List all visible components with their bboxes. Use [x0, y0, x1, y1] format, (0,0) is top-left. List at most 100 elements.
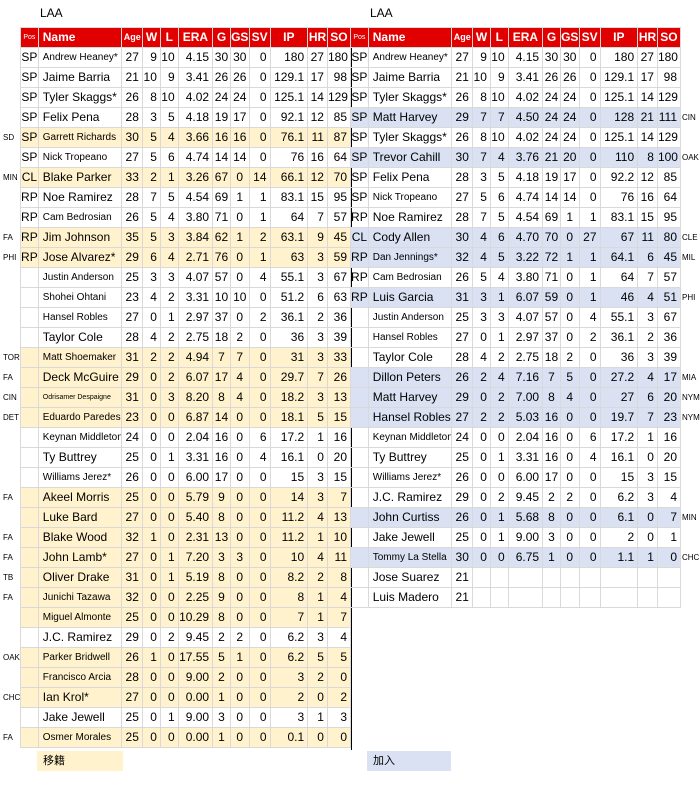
cell-ip: 2: [599, 527, 639, 548]
cell-name: Tommy La Stella: [367, 547, 453, 568]
cell-sv: 0: [578, 127, 601, 148]
cell-w: 5: [472, 267, 491, 288]
cell-era: 3.31: [177, 447, 214, 468]
cell-era: 4.02: [507, 87, 544, 108]
table-row: RP Noe Ramirez 28 7 5 4.54 69 1 1 83.1 15 95: [20, 187, 352, 208]
left-header-g: G: [212, 27, 231, 48]
cell-g: 67: [212, 167, 231, 188]
cell-l: 10: [489, 127, 509, 148]
cell-ip: 63: [269, 247, 309, 268]
cell-era: 6.07: [507, 287, 544, 308]
table-row: RP Dan Jennings* 32 4 5 3.22 72 1 1 64.1 6 45: [350, 247, 682, 268]
cell-pos: CL: [350, 227, 369, 248]
team-note: CIN: [682, 113, 696, 122]
cell-g: 16: [212, 127, 231, 148]
left-team-title: LAA: [40, 6, 63, 20]
table-row: J.C. Ramirez 29 0 2 9.45 2 2 0 6.2 3 4: [350, 487, 682, 508]
cell-age: 32: [451, 247, 474, 268]
cell-age: 27: [121, 547, 144, 568]
cell-age: 23: [121, 287, 144, 308]
cell-gs: 24: [559, 107, 580, 128]
cell-w: 5: [142, 207, 161, 228]
cell-so: 1: [656, 527, 682, 548]
cell-age: 21: [451, 67, 474, 88]
right-header-age: Age: [451, 27, 474, 48]
cell-gs: 4: [559, 387, 580, 408]
cell-age: 31: [121, 347, 144, 368]
cell-sv: [578, 567, 601, 588]
cell-l: 0: [159, 607, 179, 628]
cell-g: 18: [542, 347, 561, 368]
cell-ip: 66.1: [269, 167, 309, 188]
cell-ip: 15: [599, 467, 639, 488]
cell-era: 2.25: [177, 587, 214, 608]
cell-w: 0: [142, 667, 161, 688]
cell-so: 39: [326, 327, 352, 348]
cell-ip: 92.2: [599, 167, 639, 188]
cell-w: 4: [142, 287, 161, 308]
cell-pos: SP: [350, 67, 369, 88]
cell-l: 2: [489, 407, 509, 428]
cell-sv: 0: [248, 627, 271, 648]
cell-so: 129: [326, 87, 352, 108]
cell-sv: 0: [578, 67, 601, 88]
cell-w: 0: [142, 607, 161, 628]
cell-so: 95: [656, 207, 682, 228]
cell-age: 27: [451, 327, 474, 348]
cell-gs: 0: [559, 307, 580, 328]
cell-pos: SP: [350, 47, 369, 68]
cell-name: J.C. Ramirez: [37, 627, 123, 648]
team-note: OAK: [682, 153, 699, 162]
cell-ip: 15: [269, 467, 309, 488]
cell-pos: [20, 707, 39, 728]
cell-age: 31: [121, 387, 144, 408]
cell-w: 0: [142, 367, 161, 388]
cell-so: 64: [326, 147, 352, 168]
cell-ip: 2: [269, 687, 309, 708]
table-row: Matt Shoemaker 31 2 2 4.94 7 7 0 31 3 33: [20, 347, 352, 368]
cell-gs: 17: [229, 107, 250, 128]
cell-pos: [20, 567, 39, 588]
cell-era: 3.31: [507, 447, 544, 468]
cell-gs: 0: [229, 247, 250, 268]
cell-l: 1: [159, 447, 179, 468]
cell-w: 0: [472, 447, 491, 468]
cell-ip: 11.2: [269, 507, 309, 528]
cell-g: 14: [542, 187, 561, 208]
cell-era: 4.18: [177, 107, 214, 128]
cell-g: 26: [212, 67, 231, 88]
cell-age: 26: [121, 87, 144, 108]
cell-age: 24: [121, 427, 144, 448]
table-row: SP Nick Tropeano 27 5 6 4.74 14 14 0 76 16 64: [20, 147, 352, 168]
cell-sv: 0: [578, 47, 601, 68]
cell-g: 2: [212, 667, 231, 688]
cell-g: [542, 587, 561, 608]
cell-so: 16: [326, 427, 352, 448]
cell-w: 1: [142, 527, 161, 548]
cell-name: Jake Jewell: [37, 707, 123, 728]
left-header-w: W: [142, 27, 161, 48]
cell-g: 8: [212, 567, 231, 588]
cell-g: 16: [542, 447, 561, 468]
cell-hr: 4: [637, 287, 658, 308]
team-note: MIA: [682, 373, 697, 382]
table-row: Keynan Middleton 24 0 0 2.04 16 0 6 17.2 1 16: [20, 427, 352, 448]
cell-so: 7: [656, 507, 682, 528]
cell-g: 2: [212, 627, 231, 648]
cell-name: J.C. Ramirez: [367, 487, 453, 508]
cell-sv: 0: [248, 387, 271, 408]
cell-age: 29: [451, 387, 474, 408]
cell-pos: [20, 287, 39, 308]
cell-gs: 0: [229, 687, 250, 708]
cell-age: 32: [121, 527, 144, 548]
cell-gs: 14: [229, 147, 250, 168]
cell-gs: 1: [229, 187, 250, 208]
table-row: Oliver Drake 31 0 1 5.19 8 0 0 8.2 2 8: [20, 567, 352, 588]
cell-hr: 2: [307, 307, 328, 328]
cell-so: 85: [656, 167, 682, 188]
right-team-title: LAA: [370, 6, 393, 20]
cell-hr: 16: [637, 187, 658, 208]
cell-so: 26: [326, 367, 352, 388]
cell-era: 7.16: [507, 367, 544, 388]
cell-l: 6: [489, 187, 509, 208]
